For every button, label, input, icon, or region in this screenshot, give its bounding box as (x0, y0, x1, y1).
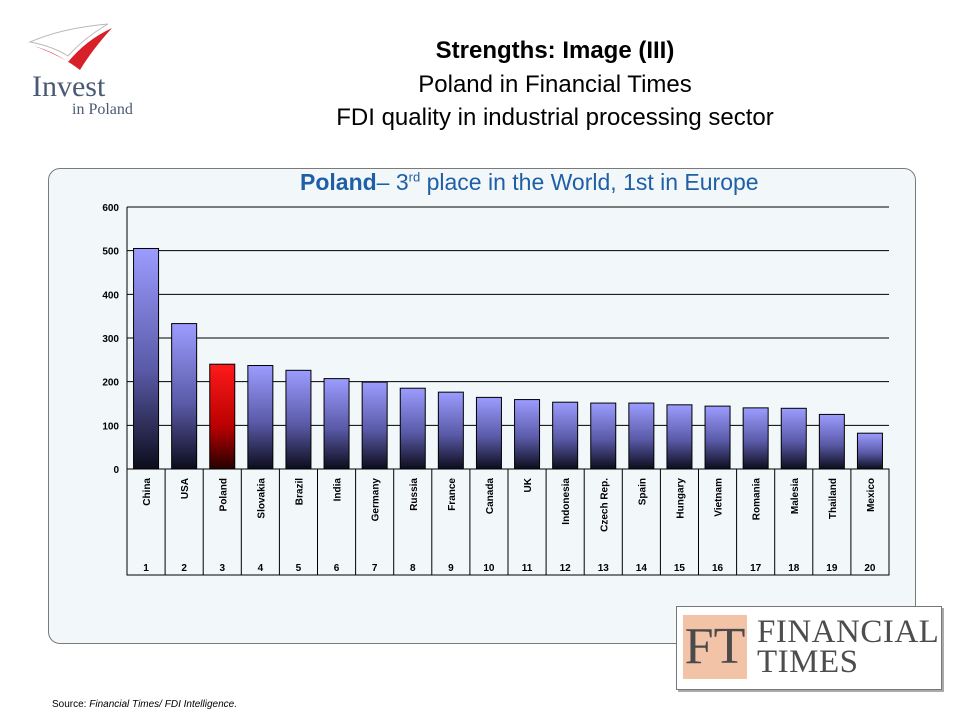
bar (818, 413, 845, 470)
category-label: USA (180, 478, 191, 499)
bar (361, 381, 388, 470)
category-label: Mexico (866, 478, 877, 512)
category-label: Canada (485, 478, 496, 515)
category-label: Poland (218, 478, 229, 511)
y-tick-label: 100 (102, 421, 119, 432)
category-label: Russia (409, 478, 420, 511)
bar (590, 402, 617, 470)
category-label: Malesia (790, 478, 801, 515)
rank-label: 1 (143, 563, 149, 574)
category-label: Indonesia (561, 478, 572, 525)
rank-label: 18 (788, 563, 800, 574)
rank-label: 13 (598, 563, 610, 574)
y-tick-label: 500 (102, 247, 119, 258)
ft-name: FINANCIAL TIMES (757, 614, 940, 680)
y-tick-label: 0 (113, 465, 119, 476)
bar (552, 401, 579, 470)
invest-in-poland-logo: Invest in Poland (22, 22, 147, 122)
chart-title-dash: – 3 (376, 169, 409, 195)
bar (704, 405, 731, 470)
rank-label: 7 (372, 563, 378, 574)
slide-subtitle-2: FDI quality in industrial processing sec… (336, 104, 774, 131)
source-text: Financial Times/ FDI Intelligence. (89, 699, 237, 710)
bar (247, 365, 274, 470)
source-note: Source: Financial Times/ FDI Intelligenc… (52, 699, 237, 710)
rank-label: 12 (560, 563, 572, 574)
bar (666, 404, 693, 470)
chart-title-rest: place in the World, 1st in Europe (420, 169, 759, 195)
logo-word-invest: Invest (32, 70, 106, 103)
financial-times-logo: FT FINANCIAL TIMES (676, 606, 942, 690)
category-label: India (333, 478, 344, 502)
rank-label: 11 (522, 563, 533, 574)
bar (323, 378, 350, 470)
y-tick-label: 300 (102, 334, 119, 345)
rank-label: 6 (334, 563, 340, 574)
ft-name-line2: TIMES (757, 644, 859, 680)
bar (209, 363, 236, 470)
rank-label: 2 (181, 563, 187, 574)
logo-word-in-poland: in Poland (72, 101, 133, 118)
rank-label: 20 (864, 563, 876, 574)
category-label: Thailand (828, 478, 839, 519)
bar (475, 396, 502, 470)
rank-label: 16 (712, 563, 724, 574)
bar (628, 402, 655, 470)
ft-name-line1: FINANCIAL (757, 614, 940, 650)
bar (514, 399, 541, 470)
chart-title-sup: rd (408, 169, 421, 185)
category-label: Romania (752, 478, 763, 521)
category-label: Germany (371, 478, 382, 522)
ft-mark: FT (683, 615, 747, 679)
flag-icon: Invest in Poland (28, 23, 133, 118)
bar (133, 247, 160, 470)
bar (742, 407, 769, 470)
rank-label: 15 (674, 563, 686, 574)
rank-label: 17 (750, 563, 762, 574)
bar (285, 369, 312, 470)
chart-title-bold: Poland (300, 169, 377, 195)
category-label: Czech Rep. (599, 478, 610, 532)
y-tick-label: 200 (102, 378, 119, 389)
slide-title: Strengths: Image (III) (435, 37, 675, 64)
slide-subtitle-1: Poland in Financial Times (418, 71, 692, 98)
rank-label: 10 (483, 563, 495, 574)
source-label: Source: (52, 699, 90, 710)
rank-label: 4 (258, 563, 264, 574)
rank-label: 9 (448, 563, 454, 574)
category-label: UK (523, 477, 534, 492)
bar (171, 323, 198, 470)
category-label: Hungary (675, 478, 686, 519)
category-label: Brazil (294, 478, 305, 505)
category-label: China (142, 478, 153, 506)
chart-title: Poland– 3rd place in the World, 1st in E… (300, 169, 759, 196)
category-label: Spain (637, 478, 648, 505)
bar (856, 432, 883, 470)
bar (399, 387, 426, 470)
rank-label: 19 (826, 563, 838, 574)
bar (437, 391, 464, 470)
category-label: France (447, 478, 458, 511)
rank-label: 5 (296, 563, 302, 574)
rank-label: 8 (410, 563, 416, 574)
y-tick-label: 600 (102, 203, 119, 214)
slide-header: Strengths: Image (III) Poland in Financi… (160, 34, 950, 134)
rank-label: 14 (636, 563, 648, 574)
category-label: Vietnam (714, 478, 725, 517)
y-tick-label: 400 (102, 290, 119, 301)
category-label: Slovakia (256, 478, 267, 519)
rank-label: 3 (219, 563, 225, 574)
bar (780, 407, 807, 470)
